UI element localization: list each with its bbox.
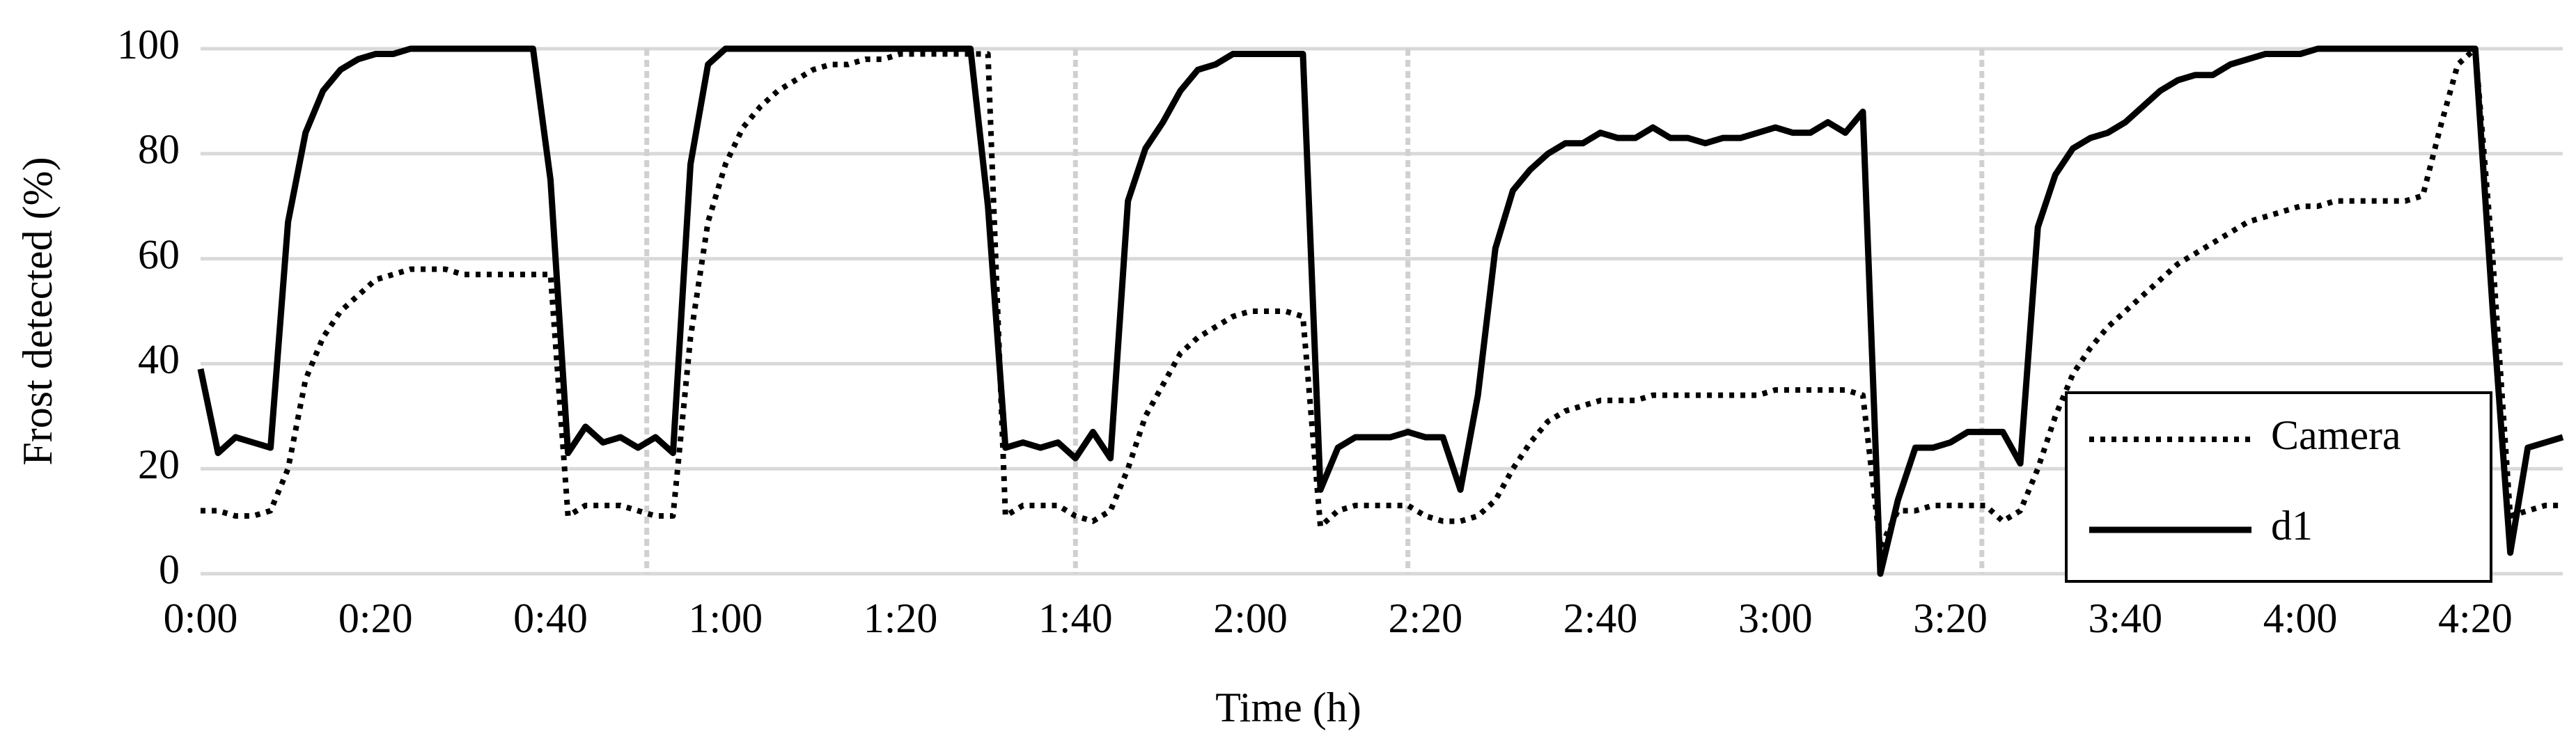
x-tick-label: 3:40 <box>2089 595 2163 641</box>
y-tick-label: 0 <box>159 547 180 593</box>
x-axis-label: Time (h) <box>1215 684 1361 730</box>
x-tick-label: 1:40 <box>1038 595 1113 641</box>
x-tick-label: 0:00 <box>164 595 238 641</box>
x-tick-label: 2:20 <box>1388 595 1462 641</box>
series-line <box>197 45 2564 577</box>
x-tick-label: 0:20 <box>338 595 413 641</box>
x-tick-label: 4:00 <box>2263 595 2338 641</box>
legend-label: d1 <box>2271 503 2313 549</box>
x-tick-label: 3:00 <box>1738 595 1813 641</box>
y-tick-label: 20 <box>138 441 180 487</box>
x-tick-label: 1:00 <box>688 595 763 641</box>
y-axis-label: Frost detected (%) <box>15 157 61 465</box>
legend-label: Camera <box>2271 412 2401 458</box>
x-tick-label: 2:00 <box>1213 595 1288 641</box>
legend-box <box>2065 391 2492 583</box>
series-line <box>201 46 2563 551</box>
y-tick-label: 40 <box>138 336 180 382</box>
x-tick-label: 0:40 <box>513 595 588 641</box>
x-tick-label: 2:40 <box>1563 595 1638 641</box>
x-tick-label: 3:20 <box>1913 595 1988 641</box>
x-tick-label: 4:20 <box>2438 595 2513 641</box>
y-tick-label: 60 <box>138 231 180 277</box>
y-tick-label: 80 <box>138 127 180 173</box>
x-tick-label: 1:20 <box>864 595 938 641</box>
y-tick-label: 100 <box>117 22 180 68</box>
